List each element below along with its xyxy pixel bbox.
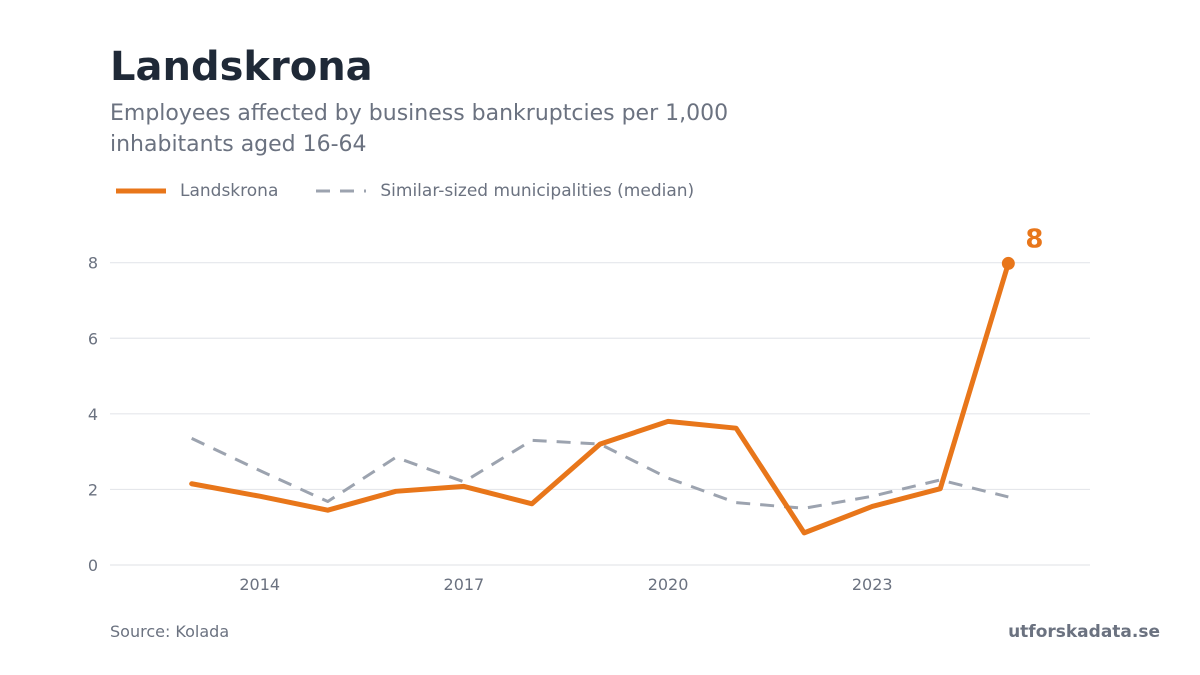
series-endpoint-landskrona [1001,256,1015,270]
x-tick-label: 2020 [648,575,689,594]
legend-label-similar-municipalities: Similar-sized municipalities (median) [380,181,695,201]
source-note: Source: Kolada [110,622,230,641]
annotations: 8 [1001,224,1043,270]
grid-lines [110,262,1090,566]
series-lines [189,260,1011,536]
legend-item-similar-municipalities: Similar-sized municipalities (median) [316,181,694,201]
legend-item-landskrona: Landskrona [116,181,278,201]
x-tick-label: 2014 [239,575,280,594]
legend-swatch-solid [116,188,166,194]
end-value-label: 8 [1025,224,1043,254]
y-tick-label: 2 [88,480,98,499]
y-tick-label: 0 [88,556,98,575]
brand-link[interactable]: utforskadata.se [1008,622,1160,642]
x-axis-ticks: 2014 2017 2020 2023 [239,575,892,594]
legend-swatch-dashed [316,189,367,193]
legend: Landskrona Similar-sized municipalities … [116,178,732,204]
series-line-similar-municipalities [191,437,1009,510]
chart-title: Landskrona [110,44,373,90]
y-tick-label: 4 [88,405,98,424]
legend-label-landskrona: Landskrona [180,181,279,201]
series-line-landskrona [189,260,1011,536]
x-tick-label: 2017 [444,575,485,594]
x-tick-label: 2023 [852,575,893,594]
y-axis-ticks: 0 2 4 6 8 [88,254,98,575]
y-tick-label: 8 [88,254,98,273]
chart-subtitle: Employees affected by business bankruptc… [110,101,729,157]
y-tick-label: 6 [88,329,98,348]
